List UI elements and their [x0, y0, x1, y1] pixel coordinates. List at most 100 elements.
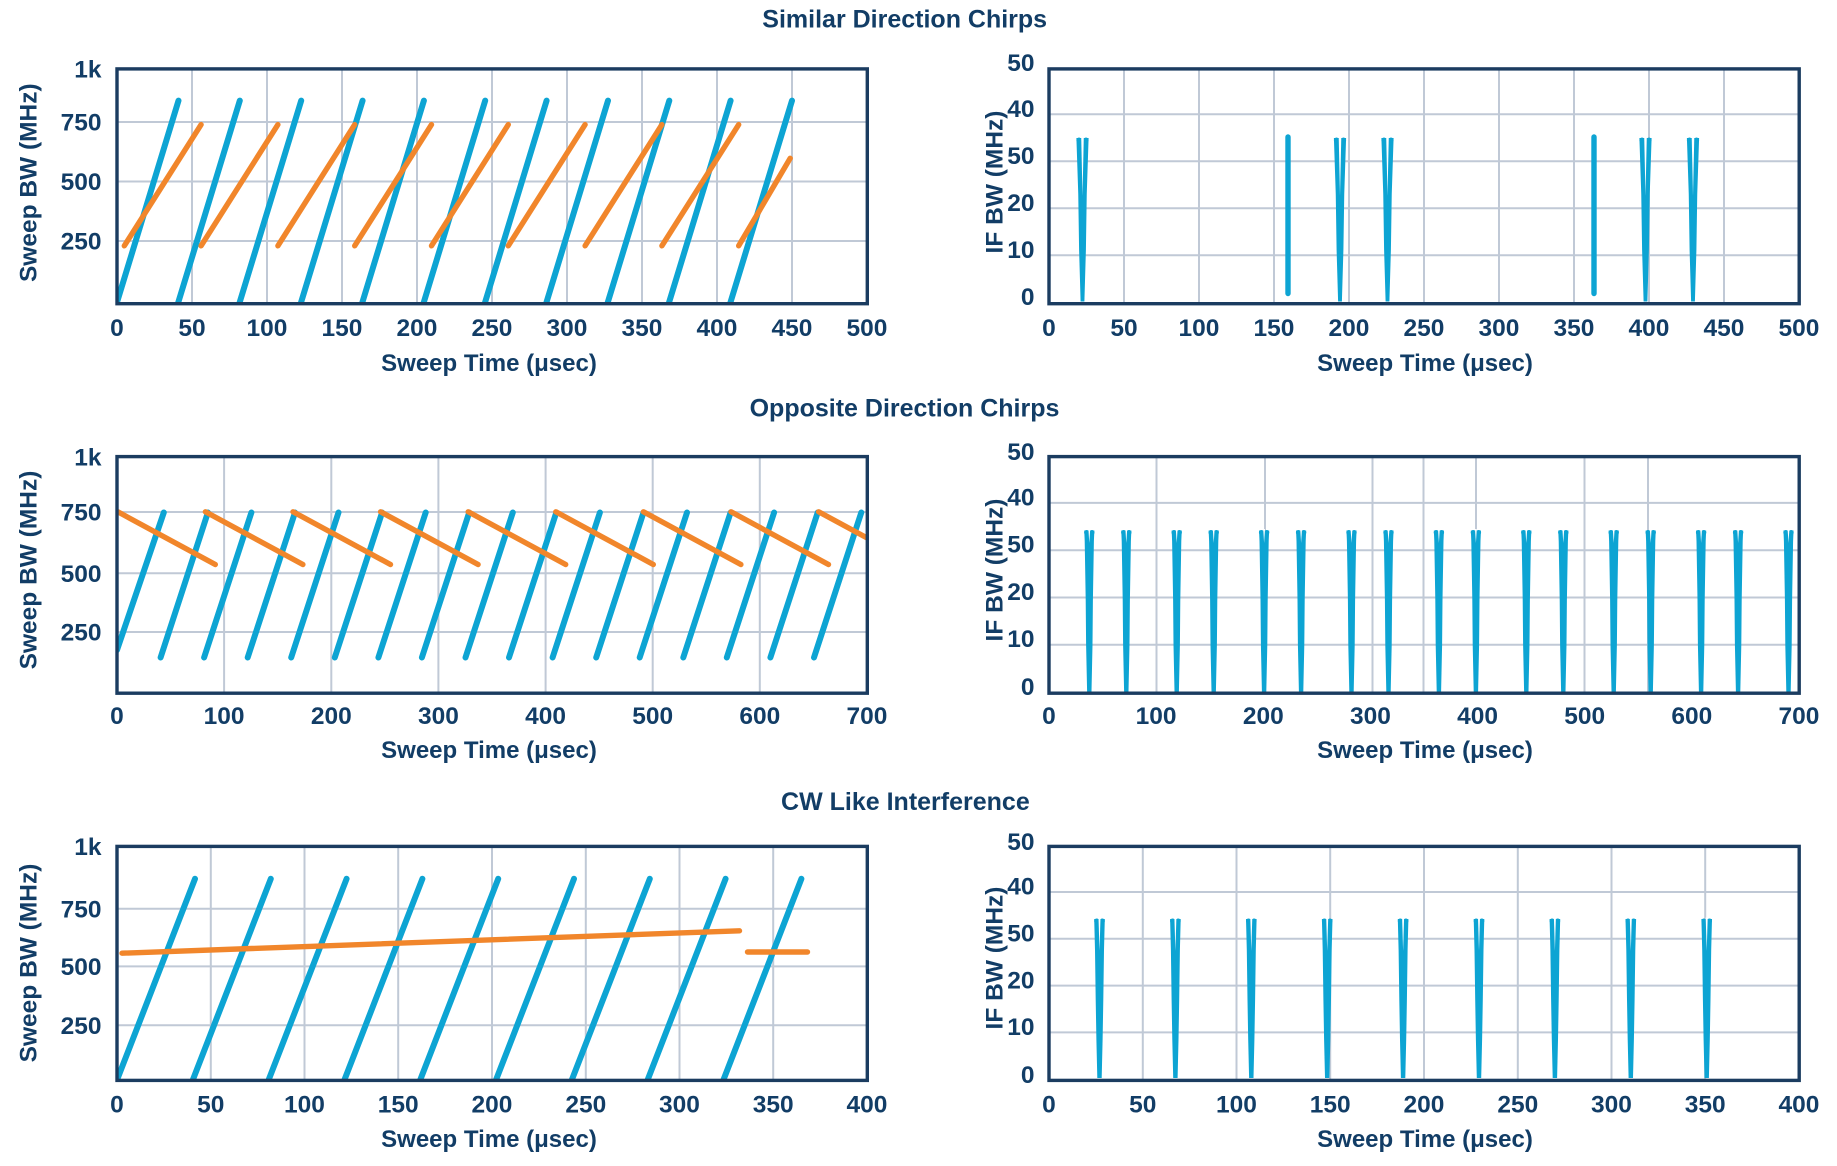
svg-text:Sweep Time (μsec): Sweep Time (μsec): [381, 350, 597, 377]
svg-text:50: 50: [197, 1091, 224, 1118]
svg-text:200: 200: [397, 315, 438, 342]
svg-text:100: 100: [1216, 1091, 1257, 1118]
svg-text:0: 0: [110, 1091, 124, 1118]
svg-text:20: 20: [1007, 579, 1034, 606]
svg-text:200: 200: [311, 703, 352, 730]
svg-text:350: 350: [753, 1091, 794, 1118]
svg-text:500: 500: [1779, 315, 1820, 342]
svg-text:Sweep Time (μsec): Sweep Time (μsec): [381, 737, 597, 764]
svg-text:500: 500: [61, 561, 102, 588]
svg-text:350: 350: [1685, 1091, 1726, 1118]
svg-text:0: 0: [1042, 1091, 1056, 1118]
svg-text:CW Like Interference: CW Like Interference: [781, 788, 1030, 816]
svg-text:350: 350: [622, 315, 663, 342]
svg-text:400: 400: [697, 315, 738, 342]
svg-text:Sweep BW (MHz): Sweep BW (MHz): [16, 864, 43, 1063]
svg-text:Opposite Direction Chirps: Opposite Direction Chirps: [750, 395, 1060, 423]
svg-text:450: 450: [772, 315, 813, 342]
svg-text:0: 0: [110, 703, 124, 730]
svg-text:Sweep BW (MHz): Sweep BW (MHz): [16, 83, 43, 282]
svg-text:150: 150: [322, 315, 363, 342]
svg-text:10: 10: [1007, 237, 1034, 264]
svg-text:1k: 1k: [74, 444, 102, 471]
svg-text:350: 350: [1554, 315, 1595, 342]
svg-text:200: 200: [472, 1091, 513, 1118]
svg-text:IF BW (MHz): IF BW (MHz): [982, 111, 1009, 254]
svg-text:100: 100: [284, 1091, 325, 1118]
svg-text:0: 0: [110, 315, 124, 342]
svg-text:1k: 1k: [74, 57, 102, 84]
svg-text:50: 50: [1007, 829, 1034, 856]
svg-text:700: 700: [847, 703, 888, 730]
svg-text:300: 300: [659, 1091, 700, 1118]
svg-text:Similar Direction Chirps: Similar Direction Chirps: [762, 6, 1047, 34]
svg-text:50: 50: [1129, 1091, 1156, 1118]
svg-text:250: 250: [1497, 1091, 1538, 1118]
svg-text:200: 200: [1404, 1091, 1445, 1118]
svg-text:500: 500: [1564, 703, 1605, 730]
svg-text:300: 300: [418, 703, 459, 730]
svg-text:250: 250: [61, 229, 102, 256]
svg-text:Sweep Time (μsec): Sweep Time (μsec): [381, 1126, 597, 1153]
svg-text:40: 40: [1007, 96, 1034, 123]
svg-text:250: 250: [1404, 315, 1445, 342]
svg-text:600: 600: [1671, 703, 1712, 730]
svg-text:750: 750: [61, 897, 102, 924]
svg-text:20: 20: [1007, 967, 1034, 994]
svg-text:500: 500: [847, 315, 888, 342]
svg-text:100: 100: [204, 703, 245, 730]
svg-text:250: 250: [61, 620, 102, 647]
svg-text:300: 300: [547, 315, 588, 342]
svg-text:Sweep BW (MHz): Sweep BW (MHz): [16, 471, 43, 670]
svg-text:700: 700: [1779, 703, 1820, 730]
svg-text:40: 40: [1007, 484, 1034, 511]
svg-text:400: 400: [1457, 703, 1498, 730]
svg-text:0: 0: [1021, 674, 1035, 701]
svg-text:400: 400: [1779, 1091, 1820, 1118]
svg-text:0: 0: [1042, 703, 1056, 730]
svg-text:150: 150: [1254, 315, 1295, 342]
svg-text:1k: 1k: [74, 834, 102, 861]
svg-text:400: 400: [525, 703, 566, 730]
svg-text:10: 10: [1007, 1014, 1034, 1041]
svg-text:100: 100: [247, 315, 288, 342]
svg-text:50: 50: [1007, 143, 1034, 170]
svg-text:400: 400: [847, 1091, 888, 1118]
svg-text:300: 300: [1479, 315, 1520, 342]
svg-text:Sweep Time (μsec): Sweep Time (μsec): [1317, 350, 1533, 377]
svg-text:200: 200: [1329, 315, 1370, 342]
svg-text:750: 750: [61, 500, 102, 527]
svg-text:750: 750: [61, 110, 102, 137]
svg-text:20: 20: [1007, 190, 1034, 217]
svg-text:300: 300: [1591, 1091, 1632, 1118]
svg-text:500: 500: [61, 169, 102, 196]
svg-text:50: 50: [178, 315, 205, 342]
svg-text:IF BW (MHz): IF BW (MHz): [982, 499, 1009, 642]
svg-text:250: 250: [61, 1013, 102, 1040]
svg-text:IF BW (MHz): IF BW (MHz): [982, 887, 1009, 1030]
svg-text:50: 50: [1007, 50, 1034, 77]
svg-text:Sweep Time (μsec): Sweep Time (μsec): [1317, 1126, 1533, 1153]
svg-text:50: 50: [1110, 315, 1137, 342]
svg-text:50: 50: [1007, 532, 1034, 559]
svg-text:200: 200: [1243, 703, 1284, 730]
svg-text:40: 40: [1007, 874, 1034, 901]
svg-text:250: 250: [472, 315, 513, 342]
svg-text:0: 0: [1021, 284, 1035, 311]
svg-text:50: 50: [1007, 439, 1034, 466]
svg-text:500: 500: [61, 954, 102, 981]
svg-text:Sweep Time (μsec): Sweep Time (μsec): [1317, 737, 1533, 764]
svg-text:150: 150: [378, 1091, 419, 1118]
svg-text:450: 450: [1704, 315, 1745, 342]
svg-text:0: 0: [1042, 315, 1056, 342]
svg-text:100: 100: [1179, 315, 1220, 342]
svg-text:10: 10: [1007, 626, 1034, 653]
svg-text:50: 50: [1007, 921, 1034, 948]
svg-text:500: 500: [632, 703, 673, 730]
svg-text:300: 300: [1350, 703, 1391, 730]
svg-text:100: 100: [1136, 703, 1177, 730]
svg-text:250: 250: [565, 1091, 606, 1118]
svg-text:400: 400: [1629, 315, 1670, 342]
svg-text:0: 0: [1021, 1062, 1035, 1089]
svg-text:600: 600: [739, 703, 780, 730]
